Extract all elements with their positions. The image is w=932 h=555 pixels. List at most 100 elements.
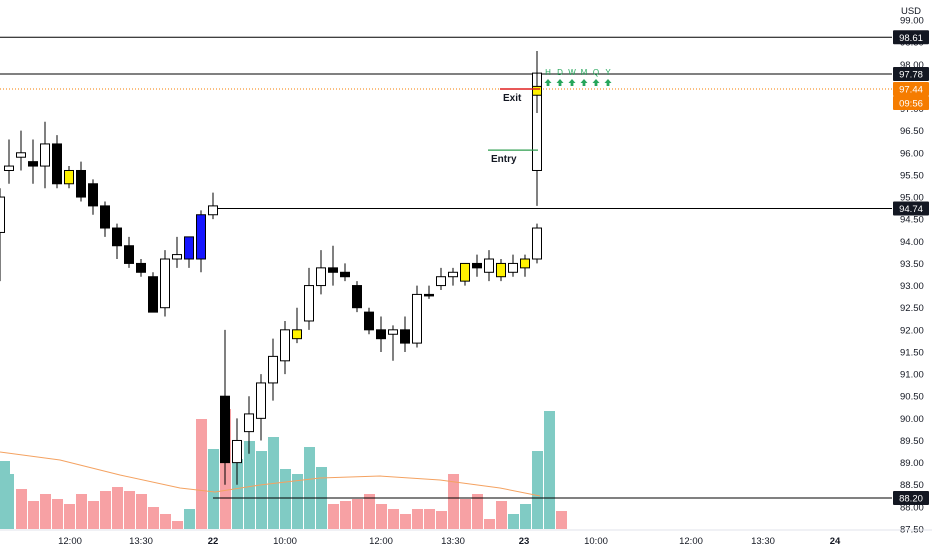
- price-badge: 98.61: [899, 33, 923, 44]
- candle-body: [532, 85, 542, 96]
- candle-body: [172, 254, 182, 260]
- volume-bar: [400, 514, 411, 529]
- volume-bar: [292, 474, 303, 529]
- candle-body: [364, 311, 374, 331]
- candle-body: [268, 355, 278, 384]
- time-tick-label: 23: [519, 536, 530, 547]
- volume-bar: [52, 499, 63, 529]
- volume-bar: [40, 494, 51, 529]
- time-tick-label: 13:30: [129, 536, 153, 547]
- volume-bar: [184, 509, 195, 529]
- candle-body: [160, 258, 170, 309]
- candle-body: [100, 205, 110, 229]
- horizontal-levels[interactable]: [0, 36, 892, 499]
- price-badge: 88.20: [899, 494, 923, 505]
- price-badge: 97.78: [899, 69, 923, 80]
- candle-body: [316, 267, 326, 287]
- price-tick-label: 88.50: [900, 480, 924, 491]
- candle-body: [220, 395, 230, 464]
- price-tick-label: 90.50: [900, 392, 924, 403]
- price-tick-label: 91.00: [900, 370, 924, 381]
- candle-body: [532, 227, 542, 260]
- price-tick-label: 96.00: [900, 148, 924, 159]
- volume-bar: [100, 491, 111, 529]
- price-tick-label: 92.00: [900, 325, 924, 336]
- price-tick-label: 89.50: [900, 436, 924, 447]
- up-arrow-icon: [544, 79, 552, 86]
- price-tick-label: 94.50: [900, 215, 924, 226]
- candle-body: [496, 262, 506, 278]
- price-tick-label: 94.00: [900, 237, 924, 248]
- volume-bar: [124, 491, 135, 529]
- volume-bar: [76, 494, 87, 529]
- volume-bar: [388, 509, 399, 529]
- volume-bar: [364, 494, 375, 529]
- entry-label: Entry: [491, 154, 517, 165]
- volume-bar: [328, 504, 339, 529]
- volume-bar: [544, 411, 555, 529]
- time-tick-label: 10:00: [273, 536, 297, 547]
- volume-bar: [136, 494, 147, 529]
- candle-body: [520, 258, 530, 269]
- time-tick-label: 13:30: [441, 536, 465, 547]
- candle-body: [508, 262, 518, 273]
- volume-bar: [208, 449, 219, 529]
- candle-body: [88, 183, 98, 207]
- volume-bar: [112, 487, 123, 529]
- volume-bar: [448, 474, 459, 529]
- timeframe-label: Y: [605, 68, 611, 77]
- candle-body: [4, 165, 14, 171]
- candle-body: [136, 262, 146, 273]
- volume-moving-average: [0, 451, 541, 497]
- volume-bar: [412, 509, 423, 529]
- timeframe-label: D: [557, 68, 563, 77]
- candle-body: [28, 161, 38, 167]
- time-tick-label: 12:00: [679, 536, 703, 547]
- candle-body: [124, 245, 134, 264]
- candle-body: [52, 143, 62, 185]
- candle-body: [352, 285, 362, 309]
- volume-bar: [160, 514, 171, 529]
- bar-countdown-badge: 09:56: [899, 99, 923, 110]
- time-axis[interactable]: 12:00 13:30 22 10:00 12:00 13:30 23 10:00 12:00 1…: [0, 529, 932, 547]
- candle-body: [460, 262, 470, 282]
- up-arrow-icon: [580, 79, 588, 86]
- candle-body: [340, 271, 350, 278]
- volume-bar: [172, 521, 183, 529]
- time-tick-label: 12:00: [58, 536, 82, 547]
- candle-body: [148, 276, 158, 313]
- candle-body: [76, 169, 86, 198]
- candle-body: [0, 196, 5, 233]
- price-tick-label: 92.50: [900, 303, 924, 314]
- volume-bar: [256, 451, 267, 529]
- volume-bar: [28, 501, 39, 529]
- volume-bar: [376, 504, 387, 529]
- candle-body: [436, 276, 446, 287]
- up-arrow-icon: [556, 79, 564, 86]
- volume-bar: [520, 504, 531, 529]
- volume-bar: [484, 519, 495, 529]
- candle-body: [328, 267, 338, 273]
- price-tick-label: 99.00: [900, 16, 924, 27]
- price-tick-label: 96.50: [900, 126, 924, 137]
- volume-bar: [64, 504, 75, 529]
- up-arrow-icon: [568, 79, 576, 86]
- candle-body: [400, 329, 410, 344]
- volume-bar: [280, 469, 291, 529]
- up-arrow-icon: [592, 79, 600, 86]
- volume-bar: [424, 509, 435, 529]
- candle-body: [304, 285, 314, 322]
- candle-body: [256, 382, 266, 419]
- timeframe-label: W: [568, 68, 576, 77]
- price-tick-label: 88.00: [900, 502, 924, 513]
- volume-bar: [244, 441, 255, 529]
- volume-bar: [352, 499, 363, 529]
- currency-label: USD: [901, 6, 921, 17]
- volume-ma-line: [0, 451, 541, 497]
- volume-bars: [0, 409, 567, 529]
- price-badge-bg: [893, 201, 929, 216]
- current-price-badge: 97.44: [899, 85, 923, 96]
- price-tick-label: 95.50: [900, 170, 924, 181]
- volume-bar: [88, 501, 99, 529]
